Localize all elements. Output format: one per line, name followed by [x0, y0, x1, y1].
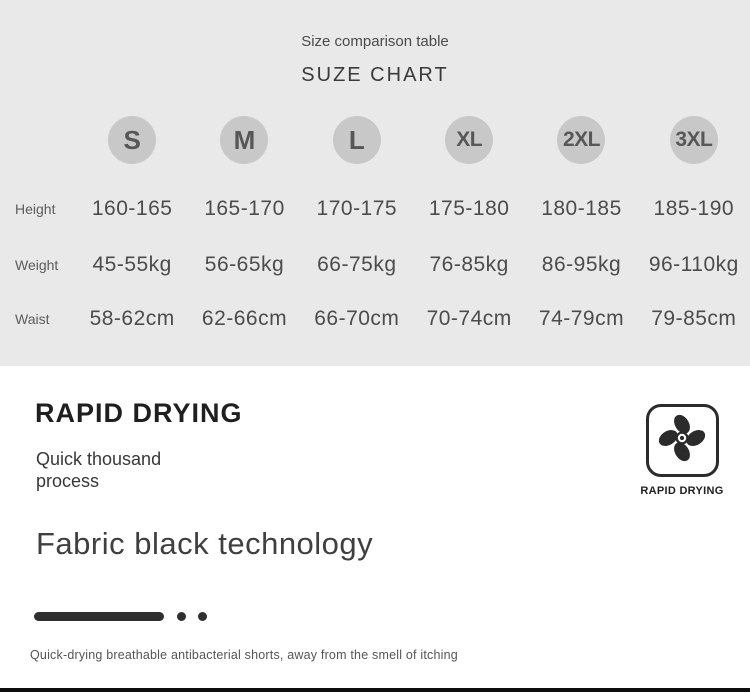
waist-cell: 79-85cm [651, 307, 737, 330]
weight-cell: 96-110kg [648, 253, 739, 276]
weight-cell: 76-85kg [429, 253, 509, 276]
weight-cell: 56-65kg [204, 253, 285, 276]
bottom-divider-bar [0, 688, 750, 692]
size-badge-l: L [332, 116, 381, 164]
height-cell: 160-165 [91, 197, 173, 220]
row-label-weight: Weight [15, 257, 59, 273]
waist-cell: 70-74cm [426, 307, 512, 330]
row-label-waist: Waist [15, 311, 50, 327]
height-cell: 170-175 [316, 197, 398, 220]
fan-icon-label: RAPID DRYING [640, 485, 724, 497]
row-label-height: Height [15, 201, 56, 217]
footer-note: Quick-drying breathable antibacterial sh… [30, 648, 458, 662]
rapid-drying-description: Quick thousand process [36, 449, 162, 491]
height-cell: 175-180 [428, 197, 510, 220]
waist-cell: 66-70cm [314, 307, 400, 330]
divider-dot [177, 612, 186, 621]
weight-cell: 45-55kg [92, 253, 172, 276]
fan-icon-frame [645, 404, 719, 477]
size-badge-3xl: 3XL [669, 116, 718, 164]
size-badge-2xl: 2XL [557, 116, 606, 164]
height-cell: 165-170 [204, 197, 285, 220]
height-cell: 180-185 [541, 197, 622, 220]
feature-section: RAPID DRYING Quick thousand process RAPI [0, 366, 750, 692]
table-row-weight: Weight 45-55kg 56-65kg 66-75kg 76-85kg 8… [0, 252, 750, 278]
divider-bar [34, 612, 164, 621]
size-badge-row: S M L XL 2XL 3XL [0, 116, 750, 164]
divider-dot [198, 612, 207, 621]
section-divider [34, 612, 207, 621]
rapid-drying-badge: RAPID DRYING [638, 404, 726, 497]
height-cell: 185-190 [653, 197, 735, 220]
size-badge-m: M [220, 116, 269, 164]
waist-cell: 74-79cm [538, 307, 625, 330]
rapid-drying-heading: RAPID DRYING [35, 398, 243, 428]
size-subtitle: Size comparison table [301, 33, 449, 50]
waist-cell: 58-62cm [89, 307, 175, 330]
size-chart-section: Size comparison table SUZE CHART S M L X… [0, 0, 750, 366]
fan-icon [653, 409, 711, 472]
weight-cell: 66-75kg [317, 253, 397, 276]
size-badge-s: S [108, 116, 157, 164]
fabric-technology-heading: Fabric black technology [36, 526, 374, 561]
table-row-height: Height 160-165 165-170 170-175 175-180 1… [0, 196, 750, 222]
waist-cell: 62-66cm [201, 307, 288, 330]
weight-cell: 86-95kg [541, 253, 622, 276]
size-chart-title: SUZE CHART [301, 64, 449, 86]
size-badge-xl: XL [445, 116, 494, 164]
table-row-waist: Waist 58-62cm 62-66cm 66-70cm 70-74cm 74… [0, 306, 750, 332]
